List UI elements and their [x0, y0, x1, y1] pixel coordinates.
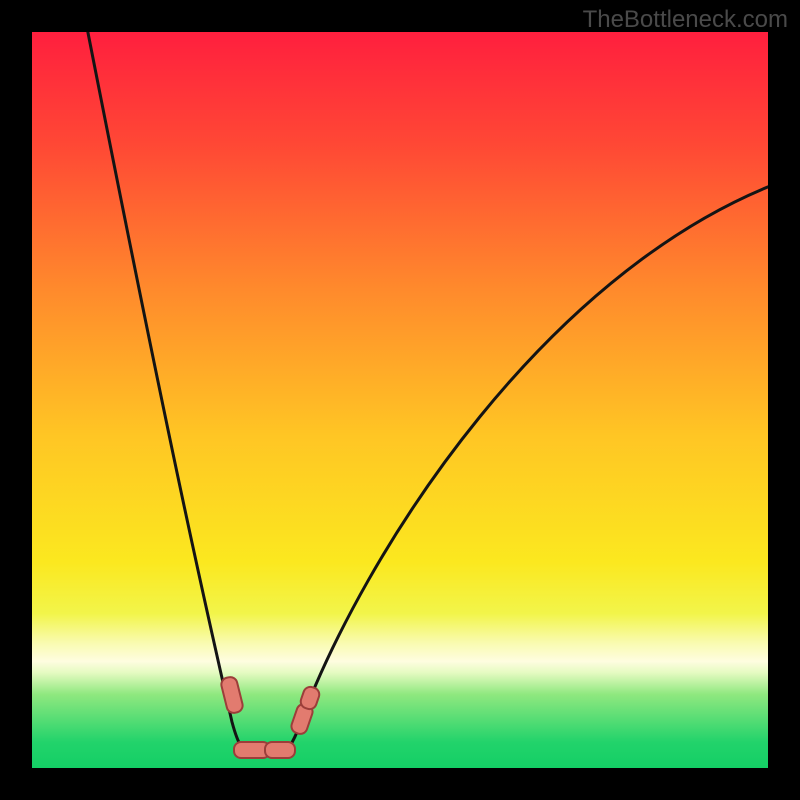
plot-area	[32, 32, 768, 768]
curve-marker	[265, 742, 295, 758]
plot-svg	[32, 32, 768, 768]
watermark-text: TheBottleneck.com	[583, 6, 788, 34]
figure-root: TheBottleneck.com	[0, 0, 800, 800]
gradient-background	[32, 32, 768, 768]
